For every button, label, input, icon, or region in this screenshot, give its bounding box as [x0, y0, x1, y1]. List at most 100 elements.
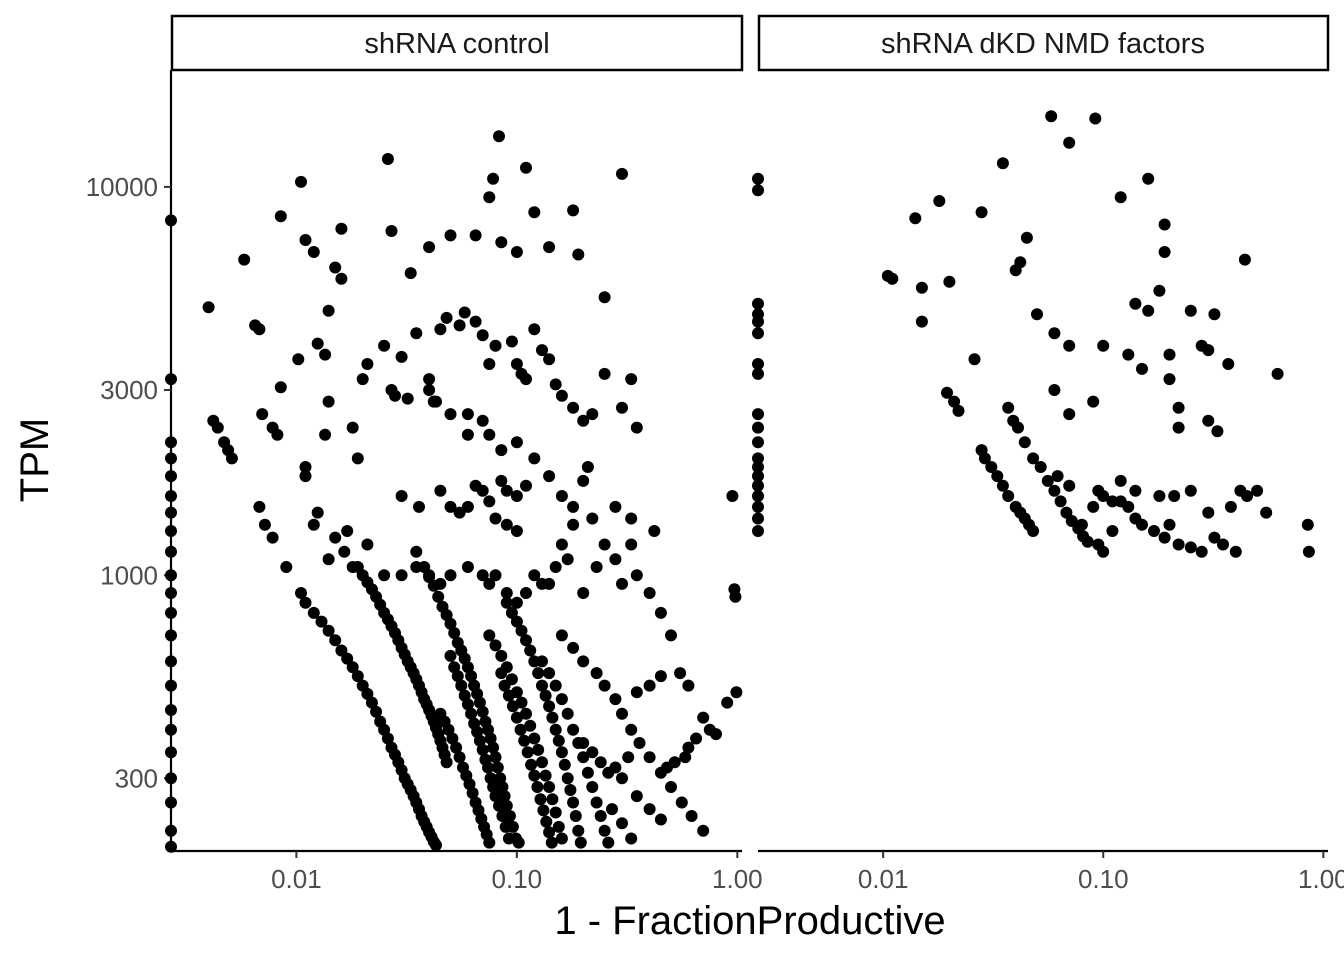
data-point: [654, 606, 667, 619]
data-point: [572, 824, 585, 837]
data-point: [630, 790, 643, 803]
data-point: [752, 367, 764, 380]
data-point: [165, 569, 177, 582]
data-point: [1195, 545, 1208, 558]
data-point: [909, 212, 922, 225]
data-point: [682, 741, 695, 754]
data-point: [1075, 518, 1088, 531]
data-point: [473, 696, 486, 709]
data-point: [1122, 500, 1135, 513]
data-point: [341, 652, 354, 665]
data-point: [1041, 474, 1054, 487]
data-point: [1158, 531, 1171, 544]
data-point: [685, 810, 698, 822]
data-point: [586, 781, 599, 793]
data-point: [534, 793, 547, 806]
data-point: [487, 781, 500, 793]
data-point: [1063, 408, 1076, 421]
data-point: [606, 803, 618, 816]
data-point: [590, 667, 603, 680]
data-point: [555, 538, 568, 551]
data-point: [483, 577, 496, 590]
data-point: [752, 421, 764, 434]
data-point: [586, 512, 599, 525]
data-point: [525, 758, 538, 771]
data-point: [165, 506, 177, 519]
data-point: [915, 315, 928, 328]
data-point: [1048, 327, 1061, 340]
data-point: [586, 408, 599, 421]
data-point: [280, 561, 293, 573]
data-point: [543, 700, 556, 713]
data-point: [489, 639, 502, 652]
data-point: [1229, 545, 1242, 558]
data-point: [643, 587, 656, 599]
data-point: [1114, 191, 1127, 204]
data-point: [1184, 484, 1197, 497]
data-point: [469, 229, 482, 242]
data-point: [730, 686, 743, 699]
data-point: [661, 761, 673, 774]
data-point: [581, 766, 594, 779]
data-point: [329, 531, 342, 544]
strip-box-right: [757, 14, 1330, 72]
data-point: [996, 479, 1009, 492]
data-point: [1031, 308, 1043, 321]
data-point: [543, 826, 556, 839]
data-point: [495, 667, 508, 680]
y-tick-label: 1000: [100, 560, 158, 590]
data-point: [555, 490, 568, 502]
data-point: [752, 452, 764, 465]
data-point: [996, 157, 1009, 170]
data-point: [943, 275, 956, 288]
data-point: [453, 751, 466, 764]
data-point: [552, 820, 565, 833]
data-point: [1063, 339, 1076, 352]
data-point: [444, 500, 457, 513]
data-point: [528, 569, 541, 582]
data-point: [311, 337, 324, 350]
data-point: [1148, 525, 1160, 537]
data-point: [1048, 384, 1061, 396]
data-point: [616, 817, 628, 830]
data-point: [978, 452, 991, 465]
data-point: [616, 167, 628, 180]
data-point: [625, 373, 638, 386]
data-point: [515, 624, 528, 637]
data-point: [1136, 362, 1148, 375]
data-point: [266, 531, 279, 544]
data-point: [292, 353, 305, 366]
data-point: [752, 315, 764, 328]
data-point: [1208, 531, 1221, 544]
data-point: [1211, 425, 1224, 438]
data-point: [165, 436, 177, 449]
data-point: [1034, 461, 1047, 473]
data-point: [430, 839, 442, 852]
data-point: [506, 700, 519, 713]
data-point: [564, 784, 577, 796]
data-point: [322, 624, 335, 637]
data-point: [329, 634, 342, 647]
data-point: [165, 629, 177, 642]
data-point: [567, 796, 580, 809]
data-point: [483, 428, 496, 441]
data-point: [510, 615, 523, 628]
data-point: [543, 353, 556, 366]
data-point: [528, 452, 541, 465]
data-point: [643, 803, 656, 816]
data-point: [444, 569, 457, 582]
data-point: [1142, 304, 1155, 317]
data-point: [590, 561, 603, 573]
data-point: [1153, 490, 1166, 502]
data-point: [643, 751, 656, 764]
data-point: [558, 758, 571, 771]
data-point: [202, 301, 215, 314]
data-point: [370, 705, 383, 718]
data-point: [555, 832, 568, 845]
data-point: [299, 470, 312, 483]
data-point: [165, 373, 177, 386]
data-point: [549, 679, 562, 692]
data-point: [361, 358, 374, 370]
data-point: [484, 732, 497, 745]
data-point: [528, 206, 541, 219]
